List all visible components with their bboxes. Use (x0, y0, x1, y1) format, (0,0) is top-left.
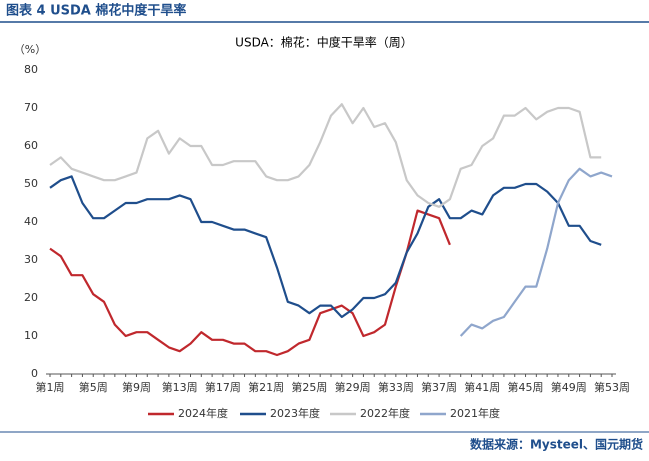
x-tick-label: 第33周 (378, 380, 414, 394)
x-tick-label: 第9周 (122, 380, 151, 394)
y-tick-label: 30 (24, 253, 38, 266)
y-tick-label: 40 (24, 215, 38, 228)
legend-label: 2023年度 (270, 406, 320, 420)
y-tick-label: 0 (31, 367, 38, 380)
series-line (459, 167, 613, 337)
series-line (49, 103, 602, 208)
x-tick-label: 第41周 (464, 380, 500, 394)
x-tick-label: 第29周 (335, 380, 371, 394)
y-tick-label: 80 (24, 63, 38, 76)
y-tick-label: 10 (24, 329, 38, 342)
series-line (49, 175, 602, 319)
x-tick-label: 第25周 (291, 380, 327, 394)
legend-label: 2024年度 (178, 406, 228, 420)
x-tick-label: 第13周 (162, 380, 198, 394)
x-tick-label: 第45周 (508, 380, 544, 394)
x-tick-label: 第53周 (594, 380, 630, 394)
x-tick-label: 第17周 (205, 380, 241, 394)
caption: 图表 4 USDA 棉花中度干旱率 (6, 3, 186, 19)
legend-label: 2021年度 (450, 406, 500, 420)
legend-label: 2022年度 (360, 406, 410, 420)
source: 数据来源：Mysteel、国元期货 (470, 437, 643, 452)
y-tick-label: 70 (24, 101, 38, 114)
chart-title: USDA：棉花：中度干旱率（周） (235, 35, 413, 50)
x-tick-label: 第1周 (36, 380, 65, 394)
y-tick-label: 60 (24, 139, 38, 152)
series-line (49, 209, 451, 357)
y-tick-label: 50 (24, 177, 38, 190)
x-tick-label: 第5周 (79, 380, 108, 394)
y-tick-label: 20 (24, 291, 38, 304)
y-unit: （%） (14, 43, 46, 56)
x-tick-label: 第21周 (248, 380, 284, 394)
x-tick-label: 第37周 (421, 380, 457, 394)
x-tick-label: 第49周 (551, 380, 587, 394)
